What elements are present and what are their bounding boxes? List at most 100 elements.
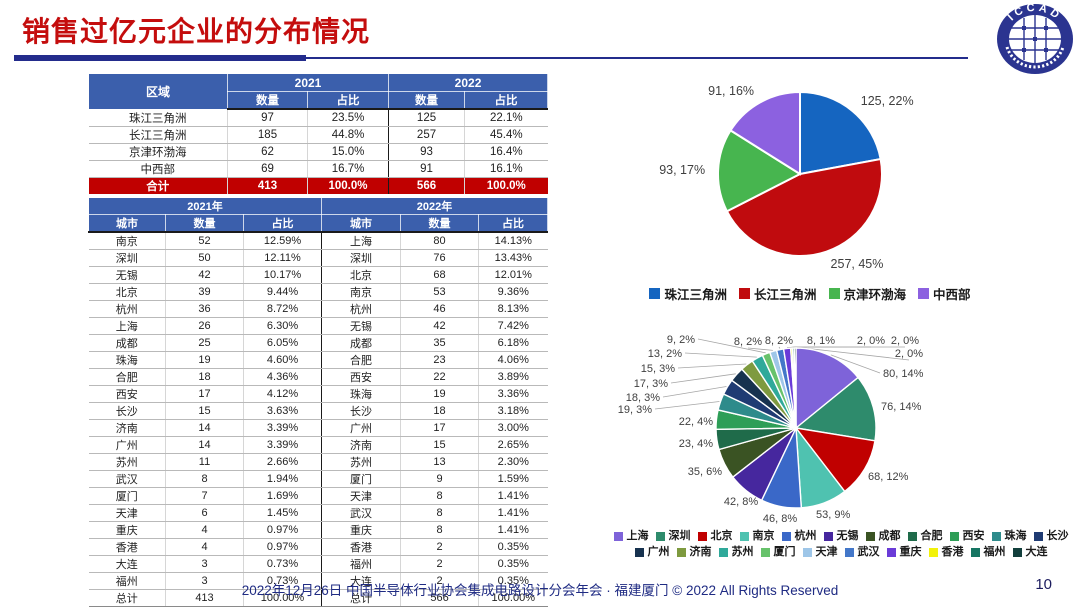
- pie-slice-中西部: [729, 90, 801, 176]
- table-cell: 1.41%: [478, 487, 548, 505]
- table-cell: 南京: [321, 283, 401, 301]
- table-cell: 珠江三角洲: [88, 109, 228, 127]
- table-cell: 8.72%: [242, 300, 322, 318]
- legend-swatch: [718, 548, 728, 557]
- table-cell: 257: [388, 126, 465, 144]
- year-2021-header: 2021年: [87, 197, 323, 215]
- table-cell: 3.39%: [242, 419, 322, 437]
- legend-item-杭州: 杭州: [781, 529, 817, 544]
- region-pie-chart: 125, 22% 257, 45% 93, 17% 91, 16%: [659, 84, 913, 271]
- table-cell: 16.4%: [464, 143, 548, 161]
- legend-item-福州: 福州: [970, 545, 1006, 560]
- logo-grid: [1009, 15, 1061, 63]
- table-cell: 1.41%: [478, 521, 548, 539]
- legend-label: 珠江三角洲: [664, 288, 727, 302]
- table-cell: 4.06%: [478, 351, 548, 369]
- table-header-row: 数量 占比 数量 占比: [89, 91, 549, 110]
- year-2022-header: 2022: [388, 73, 549, 92]
- table-cell: 1.69%: [242, 487, 322, 505]
- table-cell: 2.65%: [478, 436, 548, 454]
- table-cell: 成都: [88, 334, 166, 352]
- table-row: 上海 26 6.30% 无锡 42 7.42%: [88, 317, 548, 335]
- title-underline-thick: [14, 55, 306, 61]
- table-cell: 上海: [321, 232, 401, 250]
- legend-label: 苏州: [731, 546, 754, 558]
- legend-label: 西安: [962, 530, 985, 542]
- table-header-row: 城市 数量 占比 城市 数量 占比: [88, 214, 549, 233]
- table-cell: 合计: [88, 177, 228, 194]
- year-2021-header: 2021: [226, 73, 390, 92]
- table-cell: 12.11%: [242, 249, 322, 267]
- table-row: 珠江三角洲 97 23.5% 125 22.1%: [88, 109, 548, 127]
- table-cell: 4.12%: [242, 385, 322, 403]
- table-cell: 7.42%: [478, 317, 548, 335]
- table-cell: 深圳: [321, 249, 401, 267]
- city-table: 2021年 2022年 城市 数量 占比 城市 数量 占比 南京 52 12.59%…: [87, 197, 549, 607]
- legend-swatch: [634, 548, 644, 557]
- pie-label: 2, 0%: [857, 335, 885, 347]
- table-cell: 62: [227, 143, 308, 161]
- legend-label: 武汉: [857, 546, 880, 558]
- year-2022-header: 2022年: [321, 197, 549, 215]
- table-row: 天津 6 1.45% 武汉 8 1.41%: [88, 504, 548, 522]
- logo-grid-dots: [1022, 26, 1048, 52]
- legend-item-天津: 天津: [802, 545, 838, 560]
- table-cell: 17: [165, 385, 244, 403]
- table-cell: 69: [227, 160, 308, 178]
- table-cell: 广州: [321, 419, 401, 437]
- legend-label: 大连: [1025, 546, 1048, 558]
- table-cell: 西安: [88, 385, 166, 403]
- table-cell: 12.01%: [478, 266, 548, 284]
- table-cell: 北京: [321, 266, 401, 284]
- table-cell: 50: [165, 249, 244, 267]
- label-leader-line: [697, 338, 766, 354]
- table-cell: 天津: [88, 504, 166, 522]
- legend-swatch: [739, 532, 749, 541]
- table-cell: 9: [400, 470, 479, 488]
- legend-label: 无锡: [836, 530, 859, 542]
- table-cell: 80: [400, 232, 479, 250]
- table-cell: 6.30%: [242, 317, 322, 335]
- legend-swatch: [613, 532, 623, 541]
- table-cell: 4: [165, 538, 244, 556]
- legend-swatch: [918, 288, 930, 299]
- pie-slice-长江三角洲: [725, 157, 883, 257]
- legend-label: 厦门: [773, 546, 796, 558]
- table-cell: 苏州: [88, 453, 166, 471]
- table-cell: 100.0%: [464, 177, 548, 194]
- table-cell: 福州: [88, 572, 166, 590]
- table-cell: 2: [400, 572, 479, 590]
- table-cell: 19: [400, 385, 479, 403]
- table-cell: 76: [400, 249, 479, 267]
- table-cell: 3.36%: [478, 385, 548, 403]
- pie-slice-珠江三角洲: [799, 90, 882, 176]
- table-cell: 14: [165, 419, 244, 437]
- table-cell: 185: [227, 126, 308, 144]
- legend-item-长沙: 长沙: [1033, 529, 1069, 544]
- legend-swatch: [828, 288, 840, 299]
- table-cell: 26: [165, 317, 244, 335]
- legend-swatch: [1033, 532, 1043, 541]
- legend-swatch: [697, 532, 707, 541]
- table-cell: 济南: [88, 419, 166, 437]
- legend-item-济南: 济南: [676, 545, 712, 560]
- legend-label: 上海: [626, 530, 649, 542]
- table-row: 中西部 69 16.7% 91 16.1%: [88, 160, 548, 178]
- legend-label: 长沙: [1046, 530, 1069, 542]
- legend-label: 广州: [647, 546, 670, 558]
- table-cell: 566: [400, 589, 479, 607]
- footer-text: 2022年12月26日 中国半导体行业协会集成电路设计分会年会 · 福建厦门 ©…: [241, 583, 839, 598]
- table-cell: 15.0%: [306, 143, 389, 161]
- table-row: 珠海 19 4.60% 合肥 23 4.06%: [88, 351, 548, 369]
- table-cell: 长江三角洲: [88, 126, 228, 144]
- legend-label: 天津: [815, 546, 838, 558]
- table-cell: 济南: [321, 436, 401, 454]
- legend-item-上海: 上海: [613, 529, 649, 544]
- title-underline-thin: [306, 57, 968, 59]
- pie-slice-京津环渤海: [717, 129, 803, 213]
- label-leader-line: [778, 346, 781, 349]
- city-col-header: 城市: [321, 214, 402, 233]
- legend-swatch: [781, 532, 791, 541]
- table-row: 福州 3 0.73% 大连 2 0.35%: [88, 572, 548, 590]
- table-row: 西安 17 4.12% 珠海 19 3.36%: [88, 385, 548, 403]
